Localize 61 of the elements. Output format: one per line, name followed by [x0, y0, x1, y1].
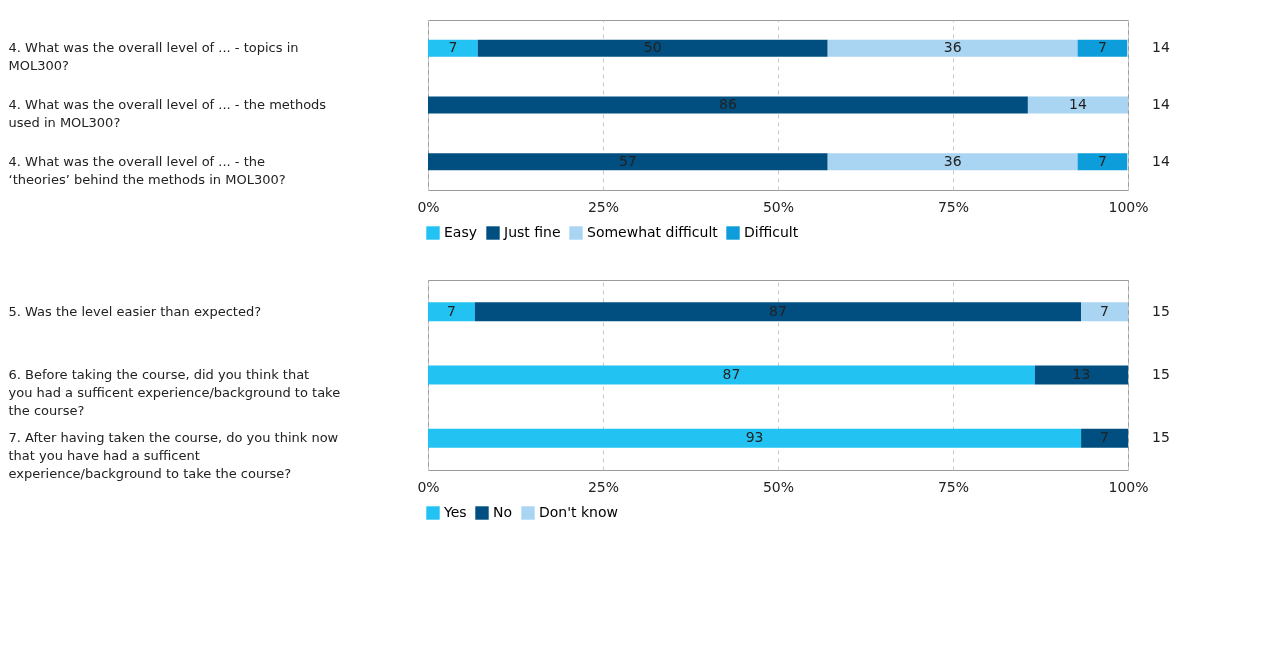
- data-label: 36: [943, 152, 962, 169]
- bar: [428, 96, 1028, 114]
- data-label: 87: [722, 366, 741, 382]
- bar: [428, 365, 1035, 385]
- x-tick-label: 25%: [587, 198, 620, 215]
- data-label: 7: [1097, 152, 1107, 169]
- data-label: 57: [618, 152, 637, 169]
- data-label: 7: [1100, 302, 1110, 319]
- x-tick-label: 0%: [417, 198, 440, 215]
- x-tick-label: 100%: [1108, 198, 1149, 215]
- bar: [1081, 428, 1128, 448]
- bar: [428, 153, 828, 171]
- data-label: 14: [1069, 96, 1087, 112]
- legend-label: Yes: [443, 504, 467, 520]
- x-tick-label: 25%: [587, 478, 620, 495]
- x-tick-label: 75%: [937, 198, 970, 215]
- text: 14: [1152, 96, 1170, 112]
- y-tick-label: 4. What was the overall level of ... - the ‘theories’ behind the methods in MOL300?: [8, 153, 286, 187]
- data-label: 7: [1100, 429, 1110, 446]
- y-tick-label: 7. After having taken the course, do you think now that you have had a sufficent experience/background to take the course?: [8, 430, 339, 482]
- data-label: 36: [943, 39, 962, 56]
- bar: [477, 39, 828, 57]
- data-label: 7: [1097, 39, 1107, 56]
- bar: [1081, 302, 1128, 322]
- x-tick-label: 50%: [762, 478, 795, 495]
- text: 15: [1152, 366, 1170, 382]
- y-tick-label: 5. Was the level easier than expected?: [8, 303, 262, 319]
- bar: [1034, 365, 1128, 385]
- legend-label: Easy: [444, 224, 478, 240]
- text: 15: [1152, 429, 1170, 446]
- data-label: 86: [719, 96, 737, 112]
- text: 14: [1152, 152, 1170, 169]
- data-label: 87: [769, 302, 787, 319]
- legend-label: Difficult: [744, 224, 799, 240]
- legend-label: Don't know: [539, 504, 619, 520]
- text: 14: [1152, 39, 1170, 56]
- bar: [1027, 96, 1128, 114]
- x-tick-label: 75%: [937, 478, 970, 495]
- x-tick-label: 50%: [762, 198, 795, 215]
- bar: [1077, 153, 1128, 171]
- legend-label: No: [493, 504, 513, 520]
- y-tick-label: 4. What was the overall level of ... - topics in MOL300?: [8, 40, 299, 74]
- data-label: 50: [643, 39, 662, 56]
- data-label: 7: [448, 39, 458, 56]
- bar: [827, 153, 1078, 171]
- legend-label: Somewhat difficult: [587, 224, 719, 240]
- bar: [474, 302, 1082, 322]
- y-tick-label: 6. Before taking the course, did you think that you had a sufficent experience/background to take the course?: [8, 367, 341, 418]
- bar: [428, 302, 475, 322]
- data-label: 93: [745, 429, 764, 446]
- legend-label: Just fine: [503, 224, 561, 240]
- bar: [428, 39, 478, 57]
- data-label: 7: [446, 302, 456, 319]
- bar: [827, 39, 1078, 57]
- data-label: 13: [1072, 366, 1091, 382]
- y-tick-label: 4. What was the overall level of ... - the methods used in MOL300?: [8, 97, 327, 130]
- bar: [1077, 39, 1128, 57]
- bar: [428, 428, 1082, 448]
- x-tick-label: 100%: [1108, 478, 1149, 495]
- text: 15: [1152, 302, 1170, 319]
- x-tick-label: 0%: [417, 478, 440, 495]
